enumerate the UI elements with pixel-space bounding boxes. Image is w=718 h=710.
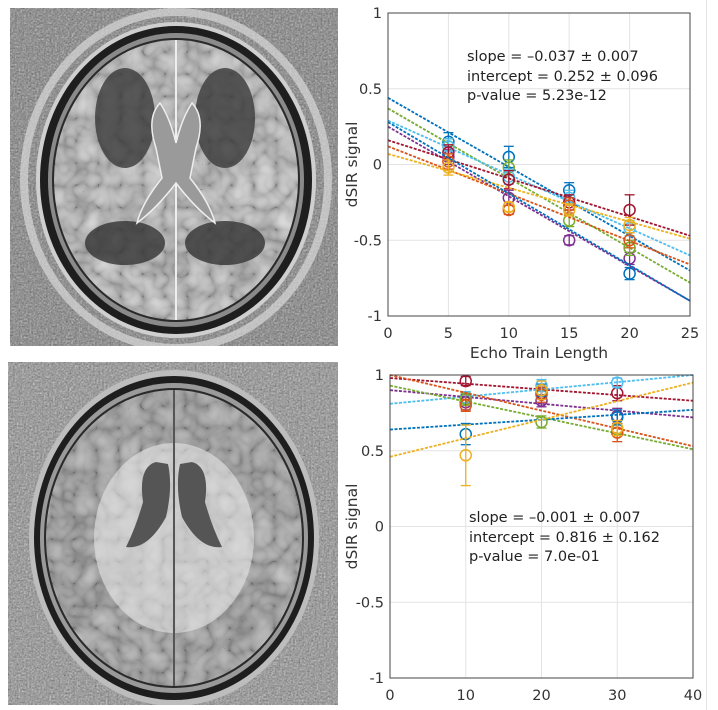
x-tick-label: 20 (620, 326, 638, 342)
data-point (502, 173, 516, 186)
x-tick-label: 40 (684, 688, 702, 704)
mri-image-top (10, 8, 338, 346)
y-tick-label: 0.5 (359, 82, 382, 98)
x-axis-label: Echo Train Length (470, 344, 608, 362)
y-tick-label: -1 (368, 309, 382, 325)
data-point (535, 383, 548, 397)
y-axis-label: dSIR signal (343, 484, 361, 570)
data-point (623, 203, 636, 217)
data-point (611, 421, 624, 435)
data-point (442, 161, 455, 174)
fit-line (387, 119, 691, 257)
fit-line (387, 107, 691, 284)
y-tick-label: 0 (375, 520, 384, 536)
data-point (611, 376, 624, 389)
x-tick-label: 10 (457, 688, 475, 704)
x-tick-label: 25 (681, 326, 699, 342)
x-tick-label: 30 (608, 688, 626, 704)
x-tick-label: 0 (383, 326, 392, 342)
data-point (459, 399, 472, 412)
series-7 (389, 380, 694, 487)
y-tick-label: 0 (373, 158, 382, 174)
y-tick-label: 1 (375, 368, 384, 384)
data-point (562, 234, 576, 247)
data-point (459, 449, 472, 462)
pvalue-text: p-value = 5.23e-12 (467, 88, 607, 104)
data-point (562, 203, 576, 217)
y-tick-label: -1 (370, 671, 384, 687)
fit-line (387, 153, 691, 240)
y-tick-label: 1 (373, 6, 382, 22)
fit-line (387, 145, 691, 266)
x-tick-label: 15 (560, 326, 578, 342)
slope-text: slope = –0.037 ± 0.007 (467, 49, 639, 65)
y-tick-label: -0.5 (356, 595, 384, 611)
intercept-text: intercept = 0.816 ± 0.162 (469, 529, 661, 546)
figure-border (706, 0, 707, 710)
y-tick-label: -0.5 (354, 233, 382, 249)
data-point (459, 374, 472, 388)
data-point (623, 267, 636, 280)
pvalue-text: p-value = 7.0e-01 (469, 549, 600, 565)
x-tick-label: 0 (385, 688, 394, 704)
fit-line (389, 377, 694, 402)
axes-frame (389, 374, 694, 679)
fit-line (389, 408, 694, 431)
data-point (623, 218, 636, 232)
axes-frame (387, 12, 691, 317)
fit-line (387, 97, 691, 272)
series-7 (387, 153, 691, 240)
fit-line (389, 374, 694, 405)
fit-line (387, 139, 691, 237)
data-point (502, 200, 516, 214)
fit-stats-top: slope = –0.037 ± 0.007 intercept = 0.252… (467, 48, 658, 107)
chart-top: 0 5 10 15 20 25 -1 -0.5 0 0.5 1 Echo Train Length dS… (343, 6, 699, 362)
x-tick-label: 10 (500, 326, 518, 342)
x-tick-label: 20 (532, 688, 550, 704)
x-tick-label: 5 (444, 326, 453, 342)
slope-text: slope = –0.001 ± 0.007 (469, 510, 641, 526)
mri-image-bottom (8, 362, 338, 705)
fit-line (389, 374, 694, 448)
fit-line (389, 381, 694, 458)
intercept-text: intercept = 0.252 ± 0.096 (467, 68, 659, 85)
data-point (623, 234, 636, 247)
fit-stats-bottom: slope = –0.001 ± 0.007 intercept = 0.816… (469, 509, 660, 568)
y-axis-label: dSIR signal (343, 122, 361, 208)
chart-bottom: 0 10 20 30 40 -1 -0.5 0 0.5 1 dSIR signal (343, 368, 702, 704)
y-tick-label: 0.5 (361, 444, 384, 460)
